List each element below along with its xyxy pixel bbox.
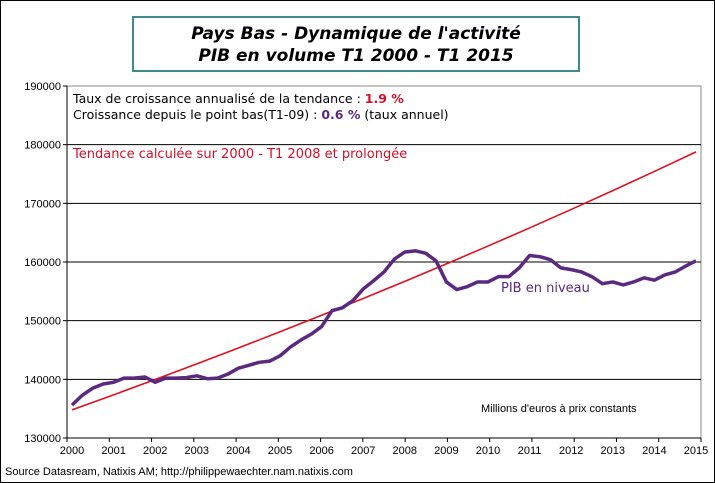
info-box: Taux de croissance annualisé de la tenda… <box>73 91 453 125</box>
y-tick-label: 160000 <box>24 257 61 269</box>
since-low-suffix: (taux annuel) <box>364 107 449 122</box>
x-tick-label: 2003 <box>185 445 209 457</box>
x-tick-label: 2000 <box>60 445 84 457</box>
series-label-pib: PIB en niveau <box>501 281 590 296</box>
y-tick-label: 150000 <box>24 316 61 328</box>
x-tick-label: 2002 <box>143 445 167 457</box>
since-low-value: 0.6 % <box>321 107 361 122</box>
x-tick-label: 2011 <box>518 445 542 457</box>
trend-note: Tendance calculée sur 2000 - T1 2008 et … <box>73 147 412 162</box>
y-tick-label: 180000 <box>24 140 61 152</box>
x-tick-label: 2009 <box>434 445 458 457</box>
x-tick-label: 2006 <box>309 445 333 457</box>
trend-rate-label: Taux de croissance annualisé de la tenda… <box>73 91 361 106</box>
x-tick-label: 2015 <box>684 445 708 457</box>
source-note: Source Datasream, Natixis AM; http://phi… <box>5 466 353 478</box>
x-tick-label: 2008 <box>393 445 417 457</box>
unit-note: Millions d'euros à prix constants <box>481 403 637 415</box>
title-line-2: PIB en volume T1 2000 - T1 2015 <box>198 46 514 66</box>
x-tick-label: 2007 <box>351 445 375 457</box>
y-tick-label: 190000 <box>24 81 61 93</box>
since-low-label: Croissance depuis le point bas(T1-09) : <box>73 107 318 122</box>
x-tick-label: 2005 <box>268 445 292 457</box>
x-tick-label: 2013 <box>601 445 625 457</box>
trend-line <box>71 151 697 411</box>
y-tick-label: 170000 <box>24 198 61 210</box>
title-line-1: Pays Bas - Dynamique de l'activité <box>191 24 521 44</box>
x-tick-label: 2014 <box>642 445 666 457</box>
pib-line <box>70 249 697 407</box>
trend-rate-value: 1.9 % <box>364 91 404 106</box>
x-tick-label: 2004 <box>226 445 250 457</box>
chart-title: Pays Bas - Dynamique de l'activité PIB e… <box>132 16 580 72</box>
y-tick-label: 130000 <box>24 433 61 445</box>
x-tick-label: 2010 <box>476 445 500 457</box>
x-tick-label: 2012 <box>559 445 583 457</box>
x-tick-label: 2001 <box>101 445 125 457</box>
y-tick-label: 140000 <box>24 374 61 386</box>
